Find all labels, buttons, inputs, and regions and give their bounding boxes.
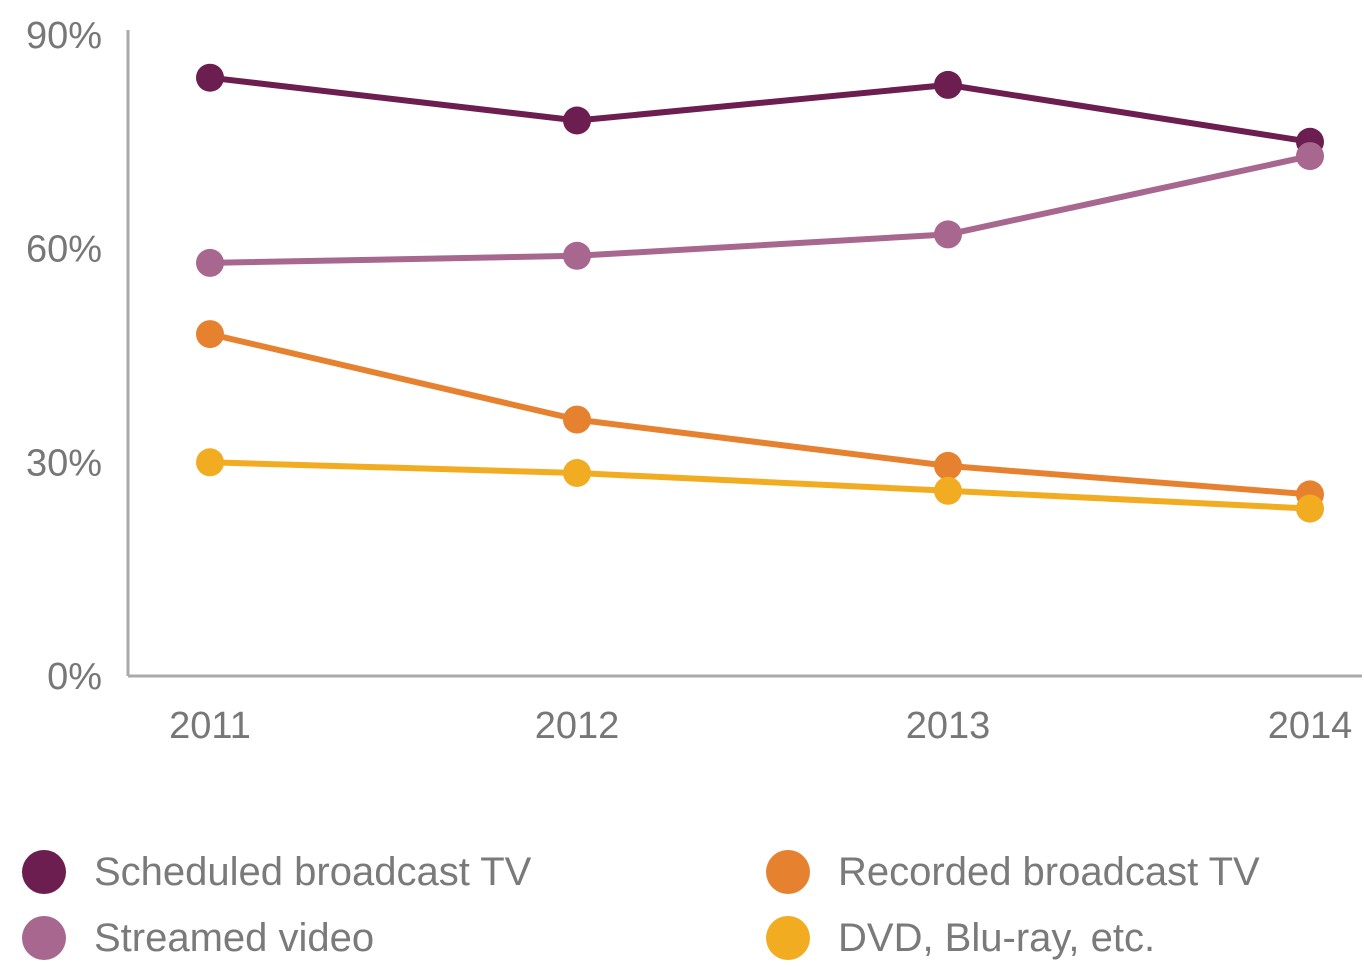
- data-point-scheduled-broadcast-tv-2012: [563, 106, 591, 135]
- x-tick-label-2012: 2012: [535, 705, 620, 747]
- legend-swatch-dvd-blu-ray: [766, 916, 810, 960]
- series-lines: [207, 74, 1313, 512]
- series-points: [196, 63, 1324, 523]
- data-point-streamed-video-2011: [196, 248, 224, 277]
- legend-label-recorded-broadcast-tv: Recorded broadcast TV: [838, 849, 1260, 894]
- x-tick-label-2013: 2013: [906, 705, 991, 747]
- line-chart: 0% 30% 60% 90% 2011 2012 2013 2014: [26, 15, 1362, 747]
- series-line-scheduled-broadcast-tv: [207, 74, 1313, 145]
- legend-item-streamed-video: Streamed video: [22, 910, 374, 966]
- data-point-scheduled-broadcast-tv-2013: [934, 70, 962, 99]
- data-point-scheduled-broadcast-tv-2011: [196, 63, 224, 92]
- y-tick-label-60: 60%: [26, 229, 102, 271]
- legend-label-scheduled-broadcast-tv: Scheduled broadcast TV: [94, 849, 532, 894]
- data-point-dvd-blu-ray-etc-2012: [563, 459, 591, 487]
- data-point-recorded-broadcast-tv-2011: [196, 320, 224, 349]
- data-point-recorded-broadcast-tv-2012: [563, 405, 591, 434]
- legend-item-recorded-broadcast-tv: Recorded broadcast TV: [766, 844, 1260, 900]
- data-point-streamed-video-2012: [563, 241, 591, 270]
- series-line-dvd-blu-ray-etc: [207, 459, 1313, 512]
- legend-label-streamed-video: Streamed video: [94, 915, 375, 960]
- legend-item-scheduled-broadcast-tv: Scheduled broadcast TV: [22, 844, 531, 900]
- series-line-recorded-broadcast-tv: [207, 331, 1313, 498]
- data-point-dvd-blu-ray-etc-2011: [196, 448, 224, 477]
- data-point-streamed-video-2013: [934, 220, 962, 249]
- x-tick-label-2011: 2011: [169, 705, 251, 747]
- y-tick-labels: 0% 30% 60% 90%: [26, 15, 102, 698]
- legend-swatch-streamed-video: [22, 916, 66, 960]
- legend-swatch-recorded-broadcast-tv: [766, 850, 810, 894]
- y-tick-label-30: 30%: [26, 442, 102, 484]
- data-point-dvd-blu-ray-etc-2013: [934, 476, 962, 505]
- data-point-streamed-video-2014: [1296, 142, 1324, 171]
- series-line-streamed-video: [207, 153, 1313, 266]
- y-tick-label-0: 0%: [47, 656, 102, 698]
- data-point-dvd-blu-ray-etc-2014: [1296, 494, 1324, 523]
- x-tick-label-2014: 2014: [1268, 705, 1353, 747]
- chart-axes: [126, 30, 1362, 678]
- legend-item-dvd-blu-ray: DVD, Blu-ray, etc.: [766, 910, 1155, 966]
- legend-label-dvd-blu-ray: DVD, Blu-ray, etc.: [838, 915, 1156, 960]
- chart-legend: Scheduled broadcast TV Streamed video Re…: [0, 830, 1364, 960]
- x-tick-labels: 2011 2012 2013 2014: [169, 705, 1352, 747]
- y-tick-label-90: 90%: [26, 15, 102, 57]
- data-point-recorded-broadcast-tv-2013: [934, 451, 962, 480]
- legend-swatch-scheduled-broadcast-tv: [22, 850, 66, 894]
